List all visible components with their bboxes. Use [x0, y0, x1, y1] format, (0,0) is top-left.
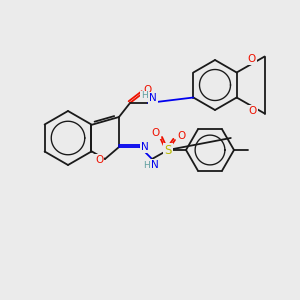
Text: N: N — [141, 142, 149, 152]
Text: N: N — [151, 160, 159, 170]
Text: O: O — [177, 131, 185, 141]
Text: S: S — [164, 143, 172, 157]
Text: O: O — [248, 55, 256, 64]
Text: O: O — [144, 85, 152, 95]
Text: H: H — [141, 92, 147, 100]
Text: O: O — [152, 128, 160, 138]
Text: O: O — [248, 106, 257, 116]
Text: N: N — [149, 93, 157, 103]
Text: O: O — [95, 155, 103, 165]
Text: H: H — [142, 161, 149, 170]
